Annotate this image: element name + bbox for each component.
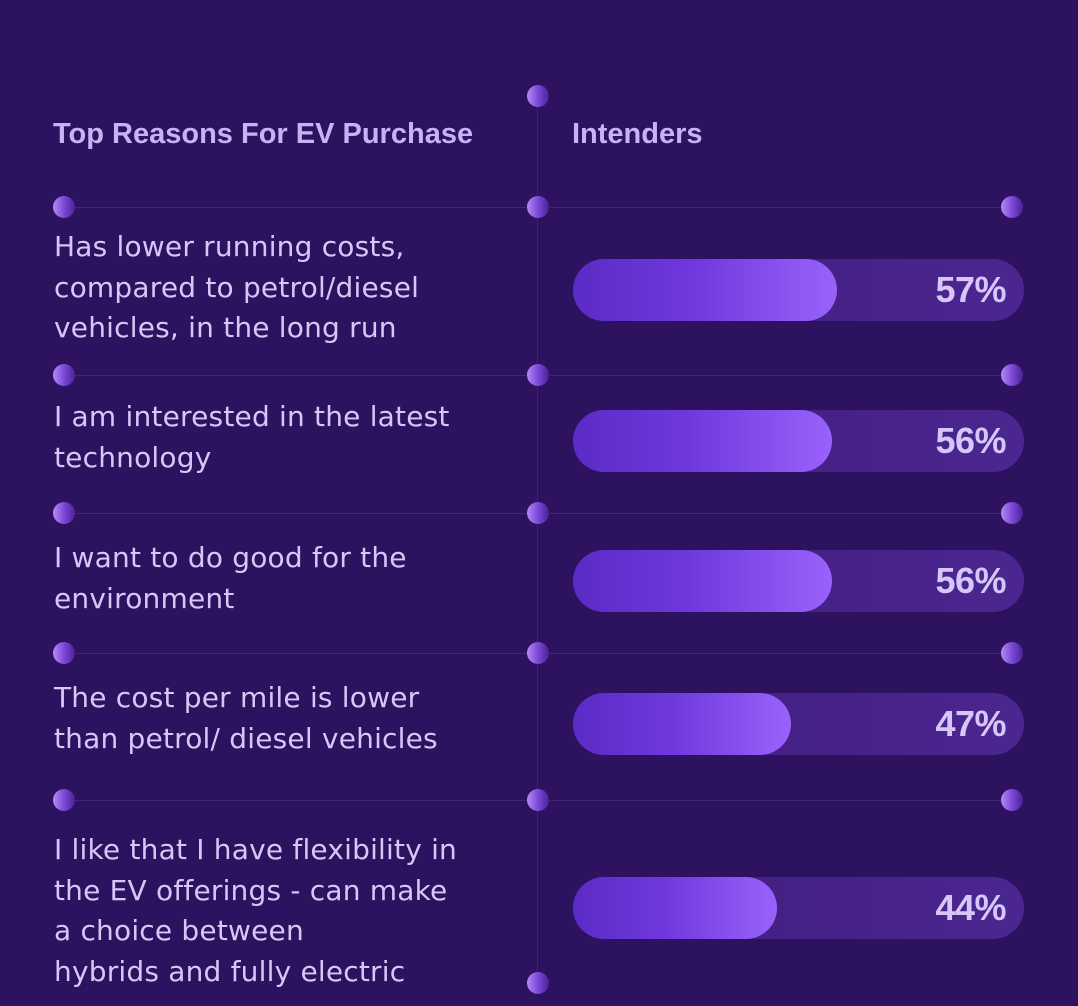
separator-dot: [53, 364, 75, 386]
bar: [573, 550, 833, 612]
category-label-line: hybrids and fully electric: [54, 954, 406, 988]
bar: [573, 410, 833, 472]
category-label-line: a choice between: [54, 914, 304, 947]
separator-dot: [527, 789, 549, 811]
category-label-line: the EV offerings - can make: [54, 873, 448, 907]
separator-dot: [53, 642, 75, 664]
category-label: The cost per mile is lower than petrol/ d…: [54, 678, 524, 759]
category-label-line: Has lower running costs,: [54, 230, 405, 263]
bar-track: 56%: [573, 410, 1024, 472]
category-label-line: I like that I have flexibility in: [54, 833, 457, 866]
bar-value-label: 56%: [935, 560, 1006, 601]
category-label: Has lower running costs, compared to petr…: [54, 227, 524, 349]
bar-value-label: 57%: [935, 269, 1006, 310]
category-column-header: Top Reasons For EV Purchase: [53, 118, 474, 150]
separator-dot: [527, 642, 549, 664]
bar-track: 57%: [573, 259, 1024, 321]
column-divider: [537, 96, 538, 984]
separator-dot: [53, 789, 75, 811]
separator-dot: [53, 502, 75, 524]
bar: [573, 259, 837, 321]
category-label-line: I am interested in the latest: [54, 400, 450, 433]
bar-value-label: 56%: [935, 420, 1006, 461]
separator-dot: [527, 364, 549, 386]
category-label-line: vehicles, in the long run: [54, 311, 397, 344]
separator-dot: [53, 196, 75, 218]
bar: [573, 877, 777, 939]
separator-dot: [1001, 502, 1023, 524]
separator-dot: [527, 196, 549, 218]
divider-dot: [527, 85, 549, 107]
divider-dot: [527, 972, 549, 994]
category-label: I want to do good for the environment: [54, 538, 524, 619]
category-label-line: than petrol/ diesel vehicles: [54, 721, 438, 755]
bar-value-label: 47%: [935, 703, 1006, 744]
separator-dot: [1001, 789, 1023, 811]
bar-value-label: 44%: [935, 887, 1006, 928]
bar: [573, 693, 791, 755]
separator-dot: [1001, 196, 1023, 218]
category-label-line: environment: [54, 581, 235, 615]
category-label: I like that I have flexibility in the EV …: [54, 830, 524, 992]
category-label-line: I want to do good for the: [54, 541, 407, 574]
category-label: I am interested in the latest technology: [54, 397, 524, 478]
separator-dot: [527, 502, 549, 524]
separator-dot: [1001, 642, 1023, 664]
bar-track: 56%: [573, 550, 1024, 612]
bar-track: 44%: [573, 877, 1024, 939]
bar-track: 47%: [573, 693, 1024, 755]
series-column-header: Intenders: [572, 118, 703, 150]
category-label-line: compared to petrol/diesel: [54, 270, 420, 304]
category-label-line: technology: [54, 440, 212, 474]
category-label-line: The cost per mile is lower: [54, 681, 420, 714]
separator-dot: [1001, 364, 1023, 386]
